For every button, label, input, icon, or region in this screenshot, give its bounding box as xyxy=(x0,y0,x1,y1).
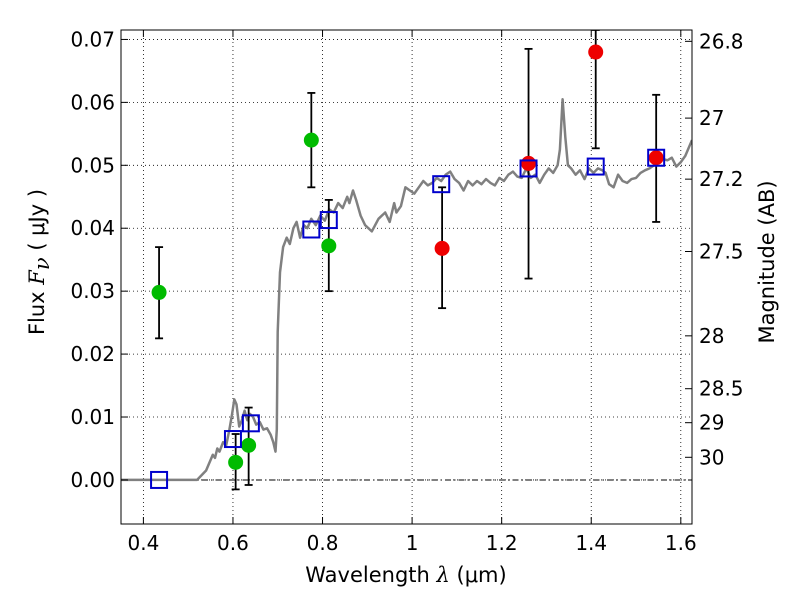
x-axis-label-unit: (μm) xyxy=(450,563,507,587)
model-photometry-square xyxy=(519,159,538,178)
model-photometry-square xyxy=(223,430,242,449)
model-photometry-square xyxy=(647,148,666,167)
observed-point-green xyxy=(303,132,319,148)
x-axis-label-symbol: λ xyxy=(436,563,450,587)
magnitude-tick-labels: 26.8 27 27.2 27.5 28 28.5 29 30 xyxy=(699,29,744,469)
model-spectrum xyxy=(121,97,692,482)
x-tick-label: 1.2 xyxy=(486,531,518,555)
observed-point-red xyxy=(521,155,537,171)
y-tick-label: 0.06 xyxy=(70,90,115,114)
model-photometry-square xyxy=(432,175,451,194)
magnitude-tick-label: 29 xyxy=(699,411,724,435)
data-markers xyxy=(150,44,666,489)
x-axis-label: Wavelength λ (μm) xyxy=(305,563,506,587)
magnitude-tick-label: 27.5 xyxy=(699,240,744,264)
model-photometry-square xyxy=(319,211,338,230)
y-axis-label-prefix: Flux xyxy=(25,285,49,335)
x-tick-label: 0.6 xyxy=(217,531,249,555)
model-photometry-square xyxy=(302,220,321,239)
observed-point-red xyxy=(434,240,450,256)
magnitude-tick-label: 27.2 xyxy=(699,167,744,191)
y2-axis-label: Magnitude (AB) xyxy=(755,180,779,343)
y-tick-label: 0.07 xyxy=(70,27,115,51)
grid-lines xyxy=(121,30,692,524)
model-spectrum-line xyxy=(121,97,692,482)
y-tick-label: 0.00 xyxy=(70,468,115,492)
x-tick-label: 1.4 xyxy=(575,531,607,555)
observed-point-red xyxy=(588,44,604,60)
y-axis-label: Flux Fν ( μJy ) xyxy=(25,189,54,335)
plot-frame xyxy=(120,29,693,525)
y-axis-label-unit: ( μJy ) xyxy=(25,189,49,257)
y-axis-label-symbol: F xyxy=(25,269,49,286)
x-tick-label: 1 xyxy=(406,531,419,555)
model-photometry-square xyxy=(241,414,260,433)
magnitude-tick-label: 30 xyxy=(699,445,724,469)
x-tick-label: 1.6 xyxy=(665,531,697,555)
model-photometry-square xyxy=(150,470,169,489)
y-tick-labels: 0.00 0.01 0.02 0.03 0.04 0.05 0.06 0.07 xyxy=(70,27,115,492)
model-photometry-square xyxy=(586,157,605,176)
x-axis-label-prefix: Wavelength xyxy=(305,563,436,587)
magnitude-tick-label: 26.8 xyxy=(699,29,744,53)
observed-point-red xyxy=(648,150,664,166)
x-tick-label: 0.8 xyxy=(307,531,339,555)
magnitude-tick-label: 28 xyxy=(699,324,724,348)
y-tick-label: 0.05 xyxy=(70,153,115,177)
y-tick-label: 0.03 xyxy=(70,279,115,303)
y-tick-label: 0.01 xyxy=(70,405,115,429)
x-tick-label: 0.4 xyxy=(127,531,159,555)
y-tick-label: 0.04 xyxy=(70,216,115,240)
y-axis-label-subscript: ν xyxy=(30,257,54,270)
y-tick-label: 0.02 xyxy=(70,342,115,366)
observed-point-green xyxy=(241,437,257,453)
magnitude-tick-label: 27 xyxy=(699,106,724,130)
observed-point-green xyxy=(228,454,244,470)
axis-ticks xyxy=(121,30,692,524)
observed-point-green xyxy=(151,284,167,300)
observed-point-green xyxy=(321,238,337,254)
x-tick-labels: 0.4 0.6 0.8 1 1.2 1.4 1.6 xyxy=(127,531,696,555)
magnitude-tick-label: 28.5 xyxy=(699,377,744,401)
